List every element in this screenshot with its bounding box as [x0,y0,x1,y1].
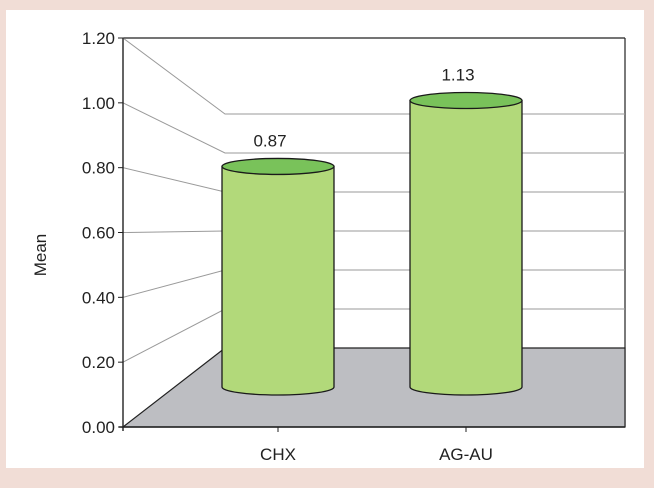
y-tick-label: 0.20 [82,353,115,372]
data-label: 1.13 [441,66,474,85]
x-tick-label: AG-AU [439,445,493,464]
bar-body [409,99,523,396]
y-tick-label: 1.00 [82,94,115,113]
x-axis-ticks: CHX AG-AU [260,427,493,464]
y-tick-label: 0.60 [82,224,115,243]
bar-top [221,157,335,176]
data-labels: 0.87 1.13 [253,66,474,151]
x-tick-label: CHX [260,445,296,464]
y-axis-label: Mean [31,234,50,277]
y-tick-label: 0.80 [82,159,115,178]
bars [221,91,523,396]
y-tick-label: 1.20 [82,29,115,48]
y-tick-label: 0.40 [82,288,115,307]
y-axis-ticks: 0.00 0.20 0.40 0.60 0.80 1.00 1.20 [82,29,123,437]
bar-body [221,165,335,396]
bar-chx [221,157,335,396]
data-label: 0.87 [253,131,286,150]
y-tick-label: 0.00 [82,418,115,437]
axes [119,38,625,431]
bar-ag-au [409,91,523,396]
bar-top [409,91,523,110]
